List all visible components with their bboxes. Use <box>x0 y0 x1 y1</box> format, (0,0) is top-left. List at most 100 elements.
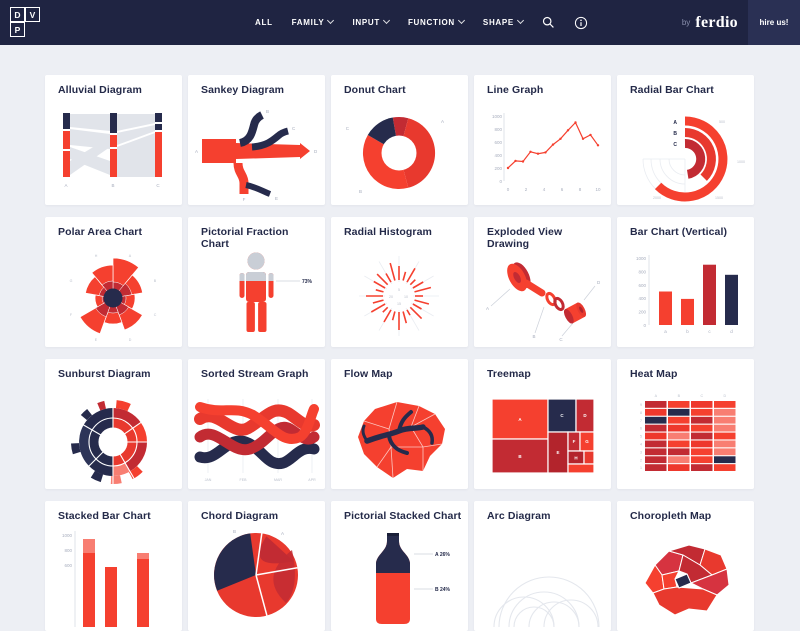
card-alluvial-diagram[interactable]: Alluvial Diagram A B C <box>45 75 182 205</box>
nav-all[interactable]: ALL <box>255 18 273 27</box>
sector-label: C <box>154 313 157 317</box>
row-label: 9 <box>640 403 642 407</box>
treemap-thumbnail: A B C D E F G H <box>491 398 595 474</box>
x-tick: 10 <box>595 187 601 192</box>
shaft-part <box>522 279 546 297</box>
card-treemap[interactable]: Treemap A B C D E F G H <box>474 359 611 489</box>
hire-us-button[interactable]: hire us! <box>748 0 800 45</box>
y-tick: 0 <box>499 179 502 184</box>
card-radial-bar-chart[interactable]: Radial Bar Chart A B C 500 1000 1500 200… <box>617 75 754 205</box>
card-title: Line Graph <box>487 84 544 96</box>
series-label: A <box>673 120 677 126</box>
segment-label: A 26% <box>435 552 450 558</box>
row-label: 2 <box>640 458 642 462</box>
segment-label: A <box>441 119 444 124</box>
x-tick: c <box>708 329 711 334</box>
bars <box>659 264 738 325</box>
sector-label: A <box>129 254 132 258</box>
chord-diagram-thumbnail: B A <box>214 529 298 617</box>
tick: A <box>64 183 67 188</box>
segment-label: B 24% <box>435 587 451 593</box>
card-sorted-stream-graph[interactable]: Sorted Stream Graph JAN FEB MAR APR <box>188 359 325 489</box>
nav-shape[interactable]: SHAPE <box>483 16 525 27</box>
chevron-down-icon <box>382 16 391 25</box>
card-flow-map[interactable]: Flow Map <box>331 359 468 489</box>
part-label: A <box>486 306 489 311</box>
choropleth-map-thumbnail <box>644 544 730 616</box>
x-tick: 4 <box>543 187 546 192</box>
node-label: A <box>281 531 284 536</box>
card-chord-diagram[interactable]: Chord Diagram B A <box>188 501 325 631</box>
card-radial-histogram[interactable]: Radial Histogram 5 10 15 20 <box>331 217 468 347</box>
heatmap-cells <box>645 401 736 471</box>
spikes <box>366 262 432 330</box>
segment-label: C <box>346 126 350 131</box>
y-tick: 400 <box>638 296 646 301</box>
x-tick: b <box>686 329 689 334</box>
brand-area: by ferdio <box>682 0 738 45</box>
chevron-down-icon <box>457 16 465 25</box>
ring-part <box>553 296 565 312</box>
sankey-diagram-thumbnail: A B C D E F <box>195 109 318 202</box>
y-tick: 1000 <box>636 256 647 261</box>
polar-area-chart-thumbnail: A B C D E F G H <box>70 254 157 342</box>
line-series <box>506 121 600 170</box>
card-title: Treemap <box>487 368 531 380</box>
card-donut-chart[interactable]: Donut Chart A B C <box>331 75 468 205</box>
card-sankey-diagram[interactable]: Sankey Diagram A B C D E F <box>188 75 325 205</box>
card-polar-area-chart[interactable]: Polar Area Chart <box>45 217 182 347</box>
sector-label: D <box>129 338 132 342</box>
row-label: 8 <box>640 411 642 415</box>
node-label: F <box>243 197 246 202</box>
info-icon[interactable] <box>574 16 588 30</box>
card-title: Sorted Stream Graph <box>201 368 309 380</box>
card-title: Radial Bar Chart <box>630 84 714 96</box>
card-heat-map[interactable]: Heat Map A B C D 9 8 7 6 5 4 3 2 1 <box>617 359 754 489</box>
col-label: A <box>655 394 658 398</box>
node-label: B <box>266 109 269 114</box>
y-tick: 0 <box>643 323 646 328</box>
node-label: D <box>314 149 318 154</box>
x-tick: 8 <box>579 187 582 192</box>
stacked-bar-thumbnail: 1000 800 600 <box>62 531 149 627</box>
radial-bar-chart-thumbnail: A B C 500 1000 1500 2000 <box>642 116 745 202</box>
card-pictorial-fraction-chart[interactable]: Pictorial Fraction Chart 73% <box>188 217 325 347</box>
part-label: C <box>559 337 563 342</box>
card-title: Pictorial Fraction Chart <box>201 226 289 250</box>
x-tick: APR <box>308 478 316 482</box>
x-tick: JAN <box>205 478 212 482</box>
dvp-logo[interactable]: D V P <box>10 7 42 38</box>
card-exploded-view-drawing[interactable]: Exploded View Drawing A B C D <box>474 217 611 347</box>
tick: 500 <box>719 120 725 124</box>
ring-tick: 5 <box>398 288 400 292</box>
nav-function[interactable]: FUNCTION <box>408 16 465 27</box>
donut-segments <box>362 116 436 190</box>
row-label: 6 <box>640 427 642 431</box>
nav-input[interactable]: INPUT <box>352 16 391 27</box>
heat-map-thumbnail: A B C D 9 8 7 6 5 4 3 2 1 <box>640 394 736 471</box>
row-label: 3 <box>640 450 642 454</box>
y-tick: 1000 <box>492 114 503 119</box>
nav-family[interactable]: FAMILY <box>291 16 335 27</box>
card-bar-chart-vertical[interactable]: Bar Chart (Vertical) 1000 800 600 400 20… <box>617 217 754 347</box>
search-icon[interactable] <box>542 16 555 29</box>
card-sunburst-diagram[interactable]: Sunburst Diagram <box>45 359 182 489</box>
card-stacked-bar-chart[interactable]: Stacked Bar Chart 1000 800 600 <box>45 501 182 631</box>
person-icon <box>239 252 274 332</box>
ferdio-logo[interactable]: ferdio <box>695 13 738 31</box>
cell-label: B <box>518 454 522 459</box>
card-arc-diagram[interactable]: Arc Diagram <box>474 501 611 631</box>
series-label: C <box>673 142 677 148</box>
nav-family-label: FAMILY <box>291 18 325 27</box>
node-label: C <box>292 126 296 131</box>
card-choropleth-map[interactable]: Choropleth Map <box>617 501 754 631</box>
row-label: 5 <box>640 435 642 439</box>
card-title: Choropleth Map <box>630 510 712 522</box>
card-pictorial-stacked-chart[interactable]: Pictorial Stacked Chart A 26% B 24% <box>331 501 468 631</box>
tick: 1000 <box>737 160 745 164</box>
flows <box>202 111 310 197</box>
map-regions <box>644 544 730 616</box>
x-tick: FEB <box>240 478 248 482</box>
card-line-graph[interactable]: Line Graph 1000 800 600 400 200 0 0 2 4 … <box>474 75 611 205</box>
cell-label: E <box>556 450 559 455</box>
